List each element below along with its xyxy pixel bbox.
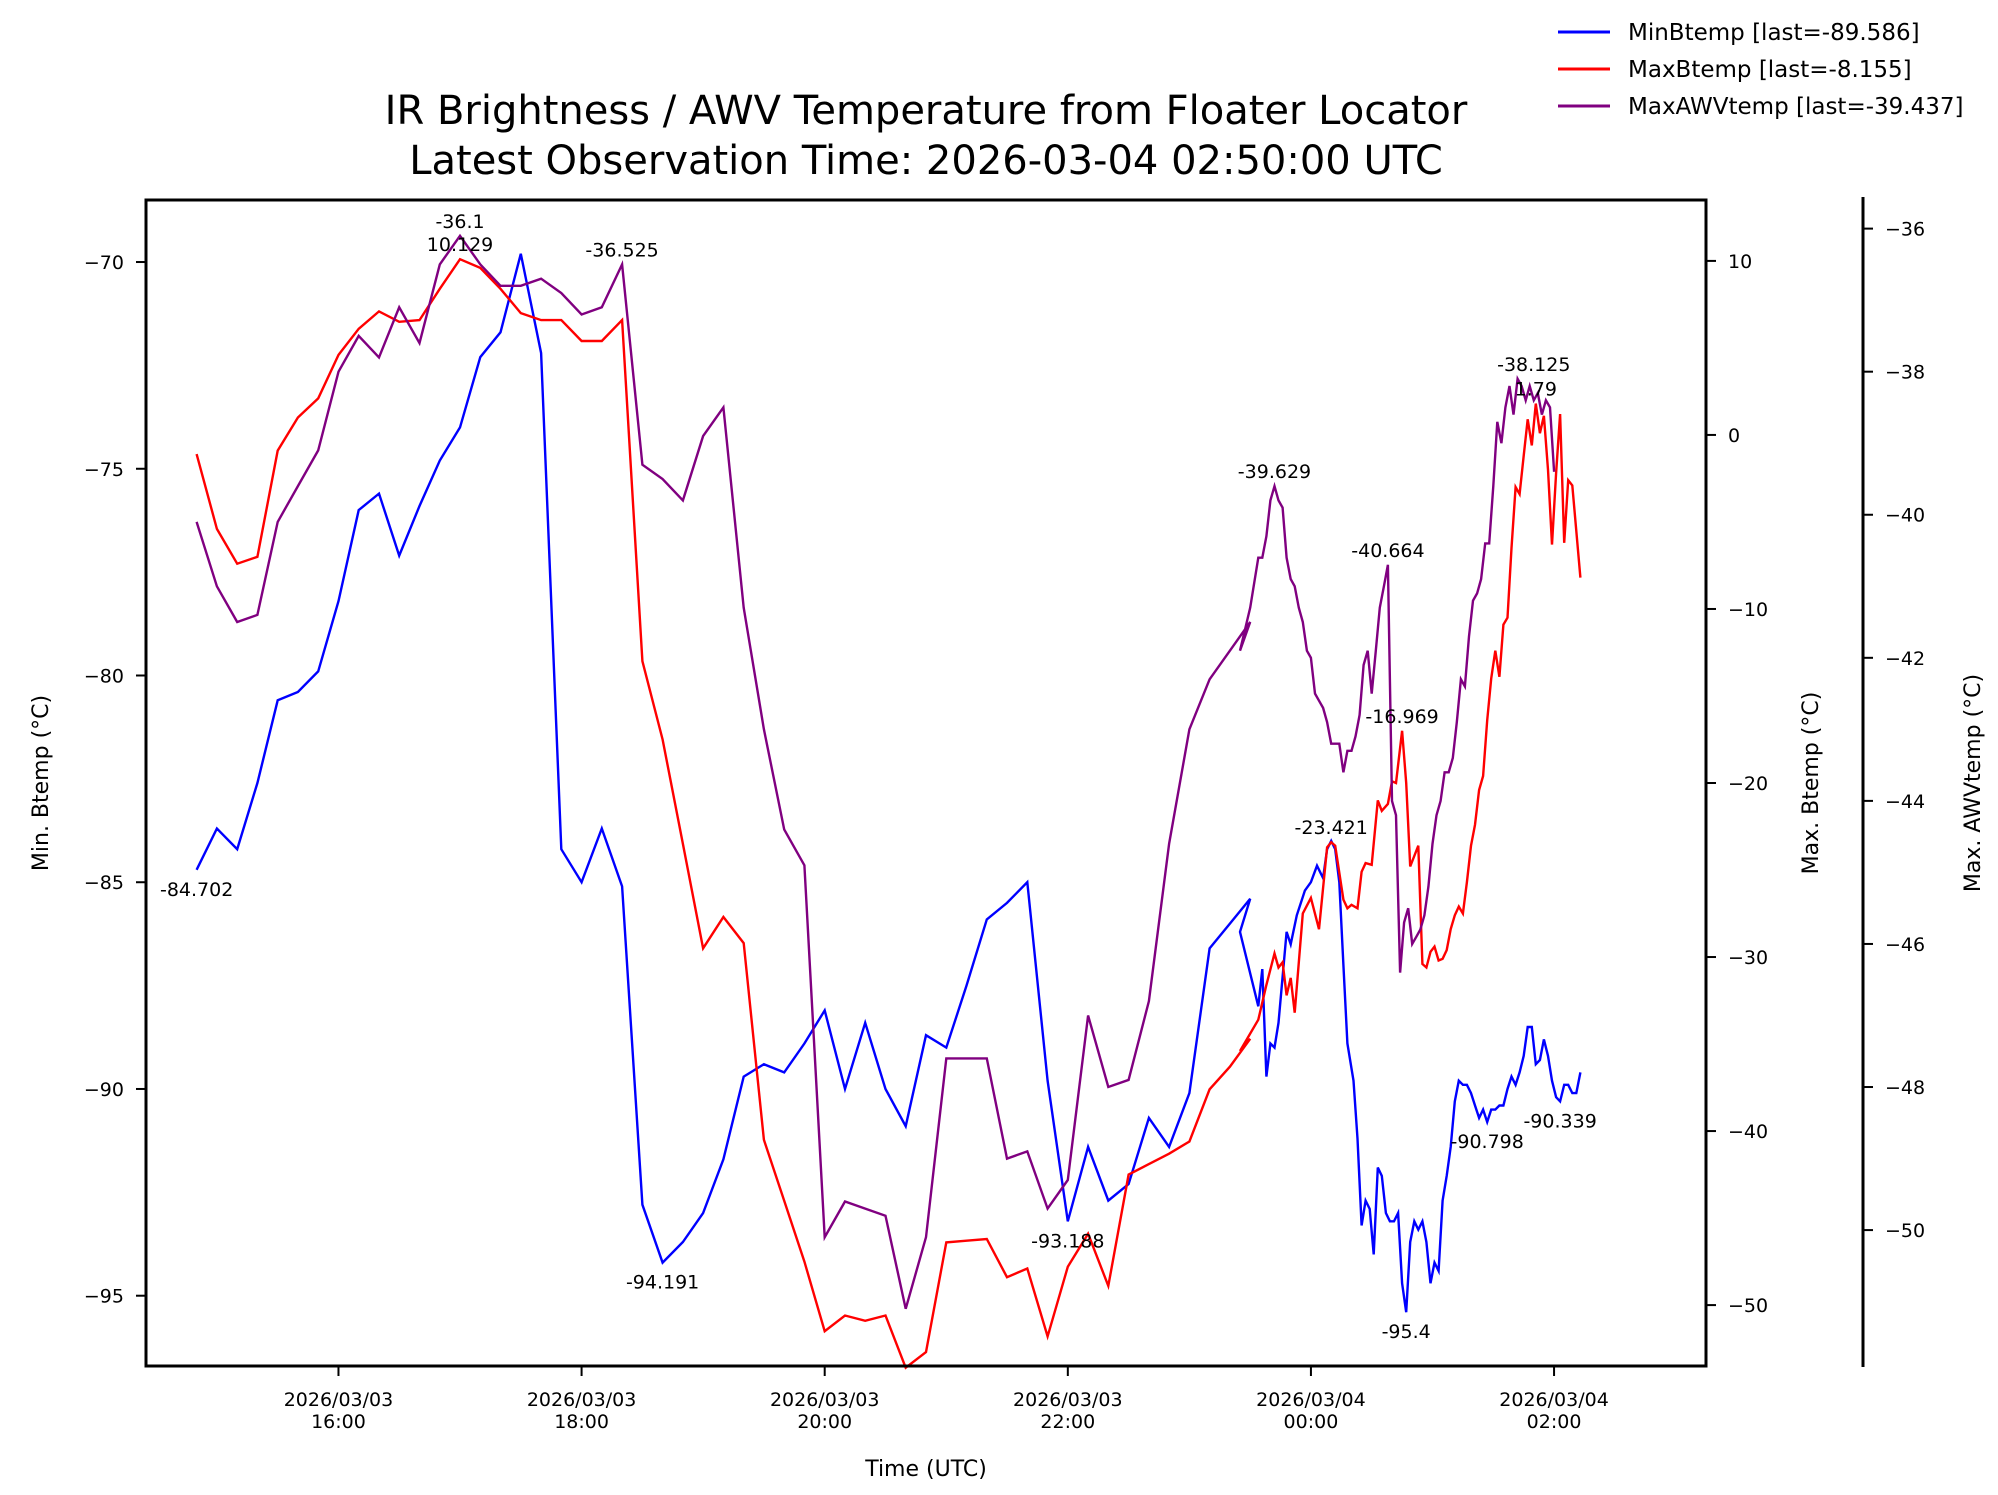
chart-subtitle: Latest Observation Time: 2026-03-04 02:5… [409, 138, 1443, 184]
data-label: -23.421 [1295, 817, 1368, 839]
data-label: -94.191 [626, 1272, 699, 1294]
annotations: -84.702 10.129-36.1 -36.525 -94.191 -93.188 -… [160, 211, 1597, 1343]
x-axis: 2026/03/0316:002026/03/0318:002026/03/03… [284, 1366, 1609, 1433]
y-awv-tick-label: −36 [1885, 219, 1925, 241]
y-right-tick-label: −20 [1728, 773, 1768, 795]
y-axis-awv: −36 −38 −40 −42 −44 −46 −48 −50 [1863, 219, 1925, 1242]
y-awv-tick-label: −38 [1885, 362, 1925, 384]
x-tick-label-time: 02:00 [1527, 1411, 1582, 1433]
y-left-tick-label: −85 [84, 872, 124, 894]
data-label: -40.664 [1351, 540, 1424, 562]
data-label: -93.188 [1031, 1230, 1104, 1252]
y-awv-tick-label: −44 [1885, 791, 1925, 813]
x-tick-label-date: 2026/03/04 [1256, 1389, 1366, 1411]
data-label: 10.129 [427, 234, 493, 256]
y-axis-left: −70 −75 −80 −85 −90 −95 [84, 252, 146, 1308]
data-label: -16.969 [1365, 706, 1438, 728]
legend-item-minbtemp: MinBtemp [last=-89.586] [1558, 20, 1920, 46]
y-axis-right: 10 0 −10 −20 −30 −40 −50 [1706, 251, 1768, 1317]
legend-item-maxbtemp: MaxBtemp [last=-8.155] [1558, 57, 1912, 83]
series-line-maxbtemp [195, 257, 1582, 1370]
data-label: -90.798 [1451, 1131, 1524, 1153]
y-awv-tick-label: −48 [1885, 1077, 1925, 1099]
legend-label-maxbtemp: MaxBtemp [last=-8.155] [1628, 57, 1912, 83]
y-left-tick-label: −80 [84, 665, 124, 687]
y-left-tick-label: −90 [84, 1079, 124, 1101]
plot-frame [144, 198, 1708, 1368]
x-tick-label-time: 22:00 [1040, 1411, 1095, 1433]
data-label: -95.4 [1382, 1321, 1431, 1343]
y-left-tick-label: −70 [84, 252, 124, 274]
series-line-maxawvtemp [195, 233, 1556, 1310]
y-right-tick-label: −50 [1728, 1295, 1768, 1317]
series-line-minbtemp [195, 253, 1582, 1313]
legend-label-maxawvtemp: MaxAWVtemp [last=-39.437] [1628, 94, 1963, 120]
data-label: -36.1 [435, 211, 484, 233]
y-right-tick-label: 0 [1728, 425, 1740, 447]
y-right-tick-label: −30 [1728, 947, 1768, 969]
x-tick-label-date: 2026/03/03 [284, 1389, 394, 1411]
y-left-tick-label: −75 [84, 459, 124, 481]
data-label: -38.125 [1497, 354, 1570, 376]
y-awv-tick-label: −46 [1885, 934, 1925, 956]
y-right-tick-label: 10 [1728, 251, 1752, 273]
legend: MinBtemp [last=-89.586] MaxBtemp [last=-… [1558, 20, 1963, 120]
data-label: -90.339 [1523, 1110, 1596, 1132]
y-axis-left-label: Min. Btemp (°C) [29, 695, 54, 871]
y-awv-tick-label: −50 [1885, 1220, 1925, 1242]
data-label: -36.525 [585, 239, 658, 261]
x-tick-label-time: 00:00 [1284, 1411, 1339, 1433]
y-right-tick-label: −10 [1728, 599, 1768, 621]
x-tick-label-date: 2026/03/04 [1499, 1389, 1609, 1411]
y-awv-tick-label: −42 [1885, 648, 1925, 670]
y-awv-tick-label: −40 [1885, 505, 1925, 527]
y-axis-right-label: Max. Btemp (°C) [1799, 692, 1824, 875]
chart-title: IR Brightness / AWV Temperature from Flo… [385, 88, 1468, 134]
x-tick-label-time: 20:00 [797, 1411, 852, 1433]
plot-lines [195, 233, 1582, 1370]
x-tick-label-date: 2026/03/03 [1013, 1389, 1123, 1411]
data-label: -39.629 [1238, 461, 1311, 483]
y-right-tick-label: −40 [1728, 1121, 1768, 1143]
y-axis-awv-label: Max. AWVtemp (°C) [1961, 674, 1986, 892]
y-left-tick-label: −95 [84, 1286, 124, 1308]
x-tick-label-date: 2026/03/03 [527, 1389, 637, 1411]
data-label: -84.702 [160, 879, 233, 901]
x-tick-label-date: 2026/03/03 [770, 1389, 880, 1411]
legend-label-minbtemp: MinBtemp [last=-89.586] [1628, 20, 1920, 46]
x-tick-label-time: 16:00 [311, 1411, 366, 1433]
legend-item-maxawvtemp: MaxAWVtemp [last=-39.437] [1558, 94, 1963, 120]
x-axis-label: Time (UTC) [864, 1457, 987, 1482]
x-tick-label-time: 18:00 [554, 1411, 609, 1433]
data-label: 1.79 [1515, 379, 1557, 401]
